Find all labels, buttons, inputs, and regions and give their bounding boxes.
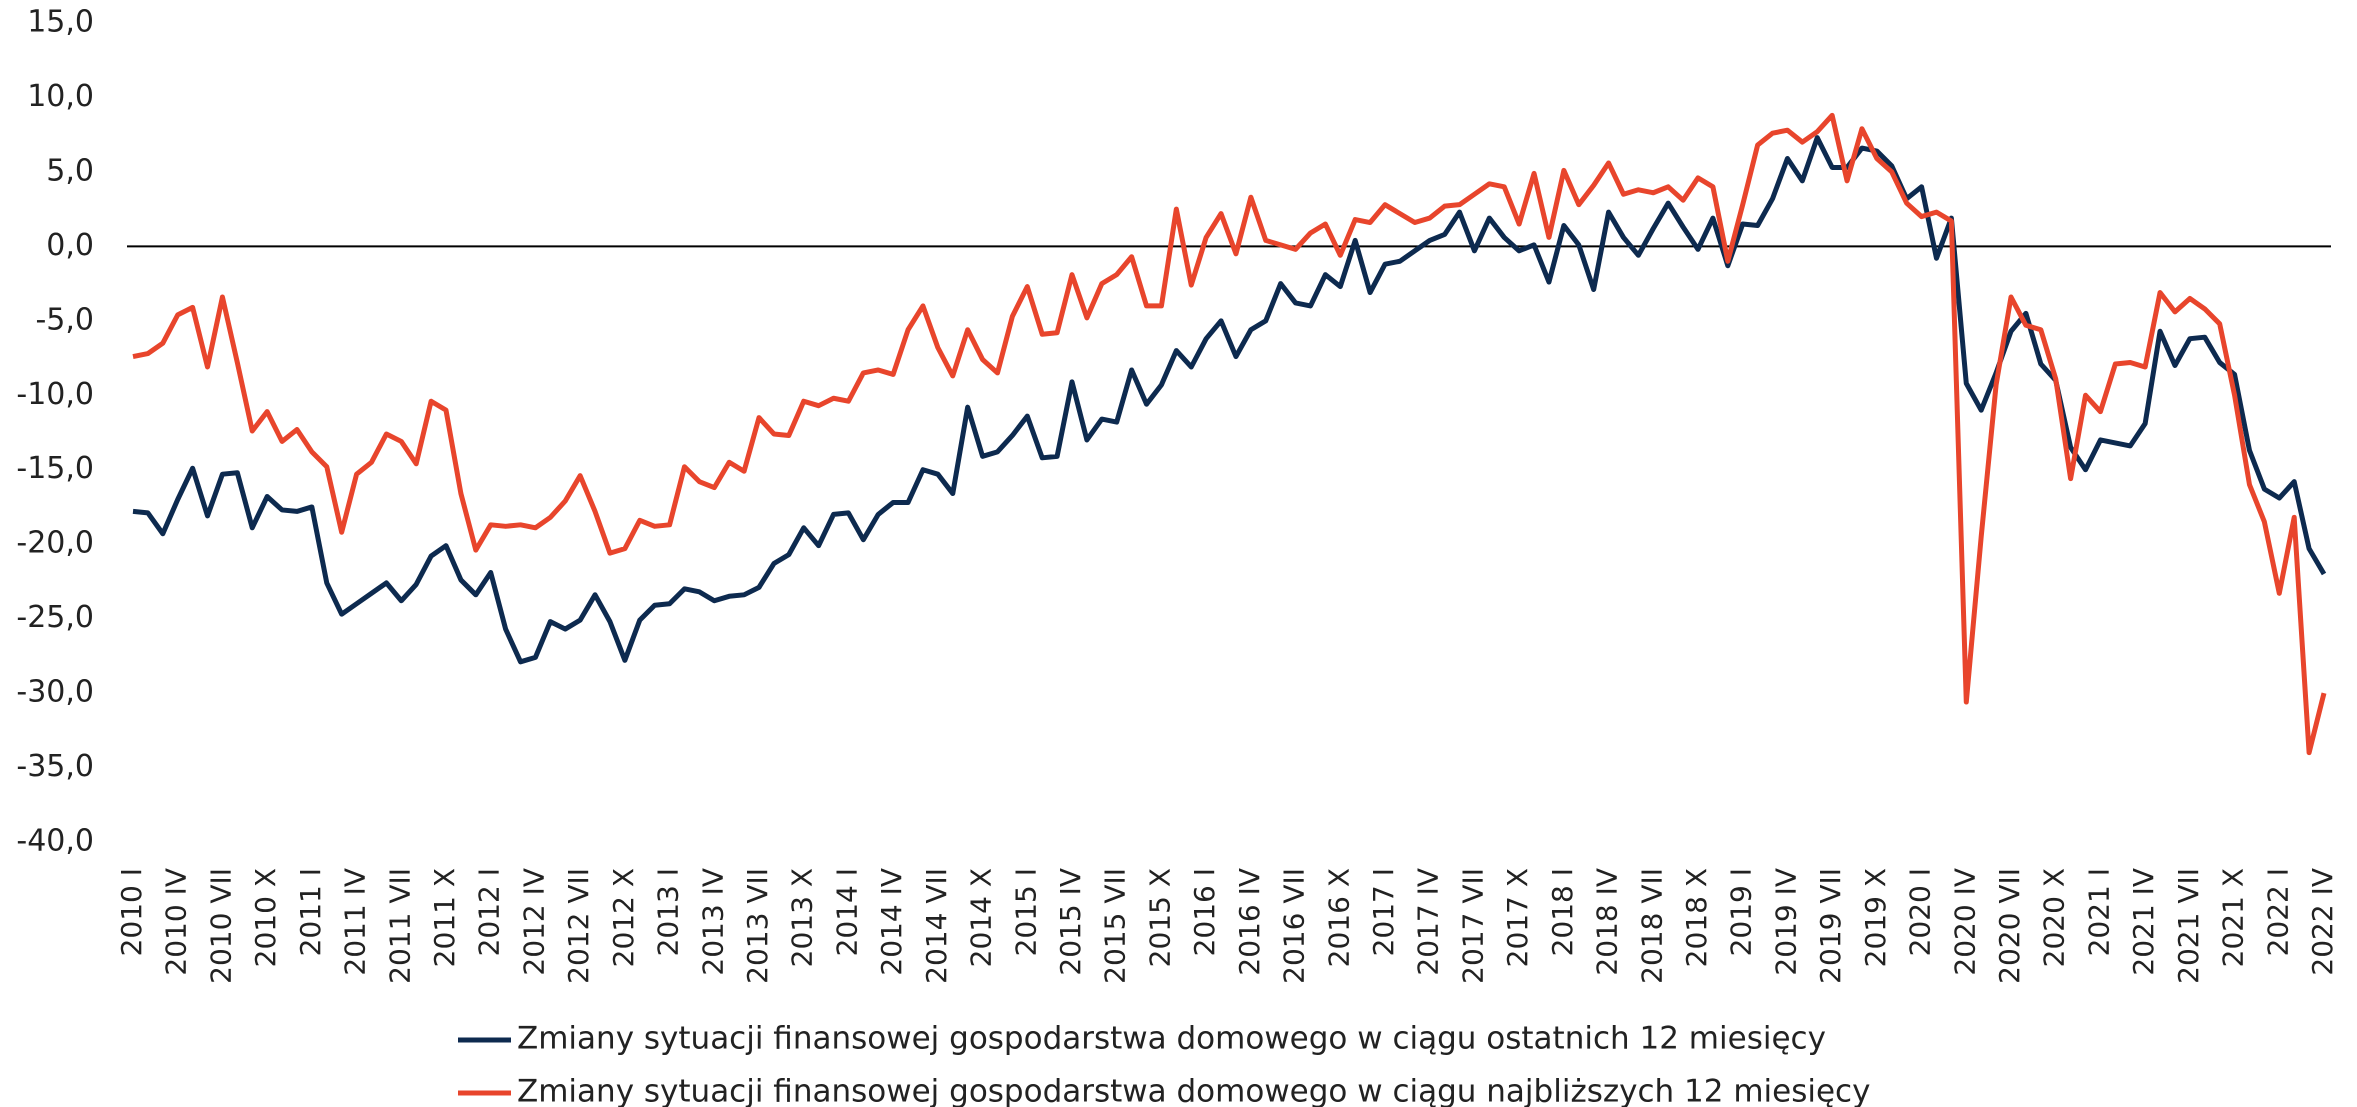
x-tick-label: 2020 IV [1948,868,1981,976]
x-tick-label: 2018 IV [1591,868,1624,976]
x-tick-label: 2019 IV [1769,868,1802,976]
x-tick-label: 2013 X [786,868,819,967]
x-tick-label: 2018 X [1680,868,1713,967]
x-tick-label: 2012 VII [562,868,595,984]
y-tick-label: -30,0 [16,675,94,710]
x-tick-label: 2016 X [1322,868,1355,967]
x-tick-label: 2012 IV [517,868,550,976]
x-tick-label: 2010 X [249,868,282,967]
x-tick-label: 2021 X [2217,868,2250,967]
x-tick-label: 2010 VII [204,868,237,984]
x-tick-label: 2010 I [115,868,148,956]
y-tick-label: -15,0 [16,451,94,486]
x-tick-label: 2014 VII [920,868,953,984]
x-tick-label: 2020 VII [1993,868,2026,984]
x-tick-label: 2020 I [1904,868,1937,956]
y-tick-label: -20,0 [16,526,94,561]
y-tick-label: 0,0 [46,228,94,263]
x-tick-label: 2011 X [428,868,461,967]
x-tick-label: 2011 IV [339,868,372,976]
x-tick-label: 2019 X [1859,868,1892,967]
y-tick-label: -35,0 [16,749,94,784]
x-tick-label: 2014 IV [875,868,908,976]
x-tick-label: 2014 X [965,868,998,967]
x-tick-label: 2015 VII [1099,868,1132,984]
y-tick-label: -5,0 [35,302,94,337]
x-tick-label: 2013 IV [696,868,729,976]
x-tick-label: 2011 I [294,868,327,956]
x-tick-label: 2011 VII [383,868,416,984]
legend-label: Zmiany sytuacji finansowej gospodarstwa … [517,1074,1870,1107]
y-tick-label: -25,0 [16,600,94,635]
x-tick-label: 2017 I [1367,868,1400,956]
y-tick-label: 15,0 [27,5,94,40]
x-tick-label: 2012 I [473,868,506,956]
x-tick-label: 2018 I [1546,868,1579,956]
x-tick-label: 2019 I [1725,868,1758,956]
x-tick-label: 2020 X [2038,868,2071,967]
series-line [132,112,2327,756]
x-tick-label: 2016 VII [1278,868,1311,984]
x-tick-label: 2021 VII [2172,868,2205,984]
x-tick-label: 2021 IV [2127,868,2160,976]
y-tick-label: 5,0 [46,153,94,188]
x-tick-label: 2016 IV [1233,868,1266,976]
legend-label: Zmiany sytuacji finansowej gospodarstwa … [517,1021,1826,1057]
x-tick-label: 2013 I [652,868,685,956]
x-tick-label: 2017 VII [1456,868,1489,984]
series-line [132,135,2327,665]
x-tick-label: 2010 IV [160,868,193,976]
x-tick-label: 2016 I [1188,868,1221,956]
y-tick-label: -40,0 [16,824,94,859]
x-tick-label: 2017 IV [1412,868,1445,976]
x-tick-label: 2018 VII [1635,868,1668,984]
x-tick-label: 2012 X [607,868,640,967]
y-tick-label: -10,0 [16,377,94,412]
x-tick-label: 2019 VII [1814,868,1847,984]
x-tick-label: 2022 I [2261,868,2294,956]
x-tick-label: 2013 VII [741,868,774,984]
x-tick-label: 2021 I [2082,868,2115,956]
x-tick-label: 2017 X [1501,868,1534,967]
x-tick-label: 2015 IV [1054,868,1087,976]
x-tick-label: 2022 IV [2306,868,2339,976]
x-tick-label: 2015 I [1009,868,1042,956]
x-tick-label: 2015 X [1143,868,1176,967]
x-tick-label: 2014 I [830,868,863,956]
y-tick-label: 10,0 [27,79,94,114]
